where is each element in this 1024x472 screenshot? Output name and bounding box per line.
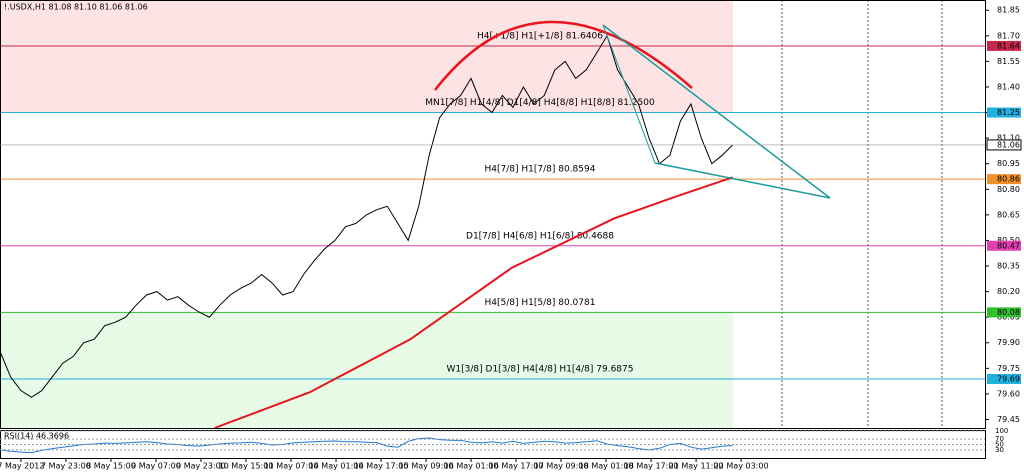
level-tag-label: 81.25 <box>997 108 1020 117</box>
last-price-tag <box>986 139 1022 151</box>
lower-zone <box>0 312 733 428</box>
x-tick-label: 8 May 15:00 <box>86 462 136 471</box>
x-tick-label: 15 May 09:00 <box>399 462 454 471</box>
y-tick-label: 80.80 <box>997 185 1020 194</box>
y-tick-label: 80.65 <box>997 210 1020 219</box>
rsi-tick-label: 30 <box>995 446 1004 454</box>
level-tag <box>987 240 1021 251</box>
level-label: H4[7/8] H1[7/8] 80.8594 <box>485 165 596 175</box>
rsi-tick-label: 50 <box>995 441 1004 449</box>
y-tick-label: 79.75 <box>997 364 1020 373</box>
level-label: MN1[7/8] H1[4/8] D1[4/8] H4[8/8] H1[8/8]… <box>425 98 655 108</box>
upper-zone <box>0 0 733 112</box>
level-tag-label: 80.08 <box>997 308 1020 317</box>
x-tick-label: 14 May 17:00 <box>354 462 409 471</box>
x-tick-label: 7 May 23:00 <box>41 462 91 471</box>
level-label: H4[+1/8] H1[+1/8] 81.6406 <box>477 31 603 41</box>
y-tick-label: 79.60 <box>997 389 1020 398</box>
x-tick-label: 10 May 15:00 <box>219 462 274 471</box>
x-tick-label: 21 May 11:00 <box>669 462 724 471</box>
x-tick-label: 7 May 2012 <box>0 462 44 471</box>
level-tag-label: 80.47 <box>997 241 1020 250</box>
level-tag-label: 79.69 <box>997 374 1020 383</box>
level-tag-label: 81.64 <box>997 41 1020 50</box>
y-tick-label: 80.20 <box>997 287 1020 296</box>
x-tick-label: 11 May 07:00 <box>264 462 319 471</box>
x-tick-label: 18 May 01:00 <box>579 462 634 471</box>
chart-title: !.USDX,H1 81.08 81.10 81.06 81.06 <box>4 3 148 12</box>
trend-line <box>602 24 831 199</box>
y-tick-label: 79.90 <box>997 338 1020 347</box>
y-tick-label: 80.35 <box>997 262 1020 271</box>
level-tag <box>987 373 1021 384</box>
x-tick-label: 18 May 17:00 <box>624 462 679 471</box>
x-tick-label: 22 May 03:00 <box>714 462 769 471</box>
price-line <box>0 34 734 398</box>
rsi-tick-label: 70 <box>995 435 1004 443</box>
y-tick-label: 79.45 <box>997 415 1020 424</box>
level-label: H4[5/8] H1[5/8] 80.0781 <box>485 298 596 308</box>
x-tick-label: 9 May 23:00 <box>176 462 226 471</box>
rsi-line <box>0 437 733 454</box>
level-tag-label: 80.86 <box>997 175 1020 184</box>
x-tick-label: 16 May 17:00 <box>489 462 544 471</box>
level-tag <box>987 307 1021 318</box>
y-tick-label: 81.55 <box>997 57 1020 66</box>
x-tick-label: 16 May 01:00 <box>444 462 499 471</box>
level-tag <box>987 174 1021 185</box>
x-tick-label: 17 May 09:00 <box>534 462 589 471</box>
y-tick-label: 81.85 <box>997 6 1020 15</box>
x-tick-label: 9 May 07:00 <box>131 462 181 471</box>
last-price-tag-label: 81.06 <box>997 140 1020 149</box>
level-label: D1[7/8] H4[6/8] H1[6/8] 80.4688 <box>466 231 614 241</box>
pattern-arc <box>434 20 693 91</box>
rsi-title: RSI(14) 46.3696 <box>4 432 69 441</box>
y-tick-label: 80.50 <box>997 236 1020 245</box>
trend-line <box>602 24 656 164</box>
level-tag <box>987 107 1021 118</box>
y-tick-label: 81.10 <box>997 134 1020 143</box>
y-tick-label: 80.95 <box>997 159 1020 168</box>
x-tick-label: 14 May 01:00 <box>309 462 364 471</box>
moving-average <box>214 176 734 429</box>
y-tick-label: 81.70 <box>997 31 1020 40</box>
rsi-tick-label: 100 <box>995 427 1008 435</box>
trend-line <box>654 162 831 199</box>
level-tag <box>987 40 1021 51</box>
y-tick-label: 81.40 <box>997 82 1020 91</box>
level-label: W1[3/8] D1[3/8] H4[4/8] H1[4/8] 79.6875 <box>447 364 634 374</box>
